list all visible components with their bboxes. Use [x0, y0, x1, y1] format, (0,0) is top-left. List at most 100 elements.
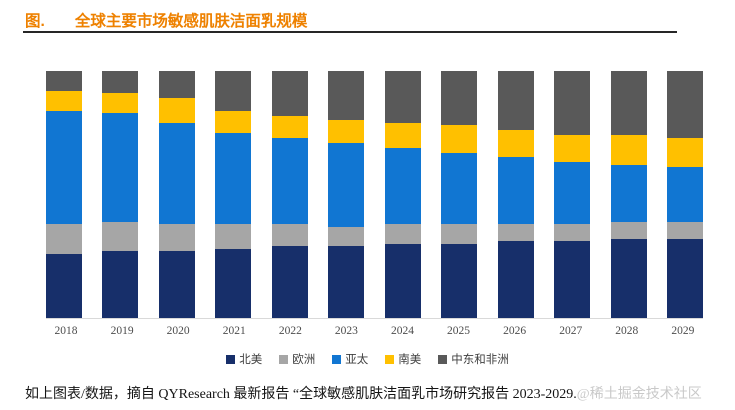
bar-segment — [666, 167, 703, 222]
bar-2026 — [497, 71, 534, 318]
legend-swatch — [226, 354, 236, 364]
bar-segment — [384, 243, 421, 318]
bar-2021 — [215, 71, 252, 318]
bar-2029 — [666, 71, 703, 318]
bar-segment — [215, 132, 252, 225]
bar-segment — [610, 164, 647, 222]
legend-swatch — [332, 354, 342, 364]
bar-2027 — [554, 71, 591, 318]
bar-segment — [102, 221, 139, 252]
bar-segment — [215, 224, 252, 249]
chart-title-row: 图. 全球主要市场敏感肌肤洁面乳规模 — [25, 9, 307, 31]
bar-segment — [328, 142, 365, 227]
bar-segment — [46, 90, 82, 111]
bar-segment — [554, 135, 591, 163]
x-axis-tick-label: 2019 — [110, 325, 134, 337]
bar-segment — [554, 162, 591, 225]
legend-label: 亚太 — [345, 354, 369, 366]
x-axis-tick-label: 2022 — [278, 325, 302, 337]
stacked-bar-plot-area — [46, 70, 703, 319]
x-axis-tick-label: 2026 — [503, 325, 527, 337]
bar-2018 — [46, 71, 82, 318]
legend-swatch — [438, 354, 448, 364]
bar-segment — [102, 251, 139, 318]
bar-2023 — [328, 71, 365, 318]
bar-segment — [158, 224, 195, 252]
bar-segment — [384, 147, 421, 225]
bar-segment — [497, 224, 534, 242]
bar-segment — [441, 243, 478, 318]
x-axis-tick-label: 2023 — [334, 325, 358, 337]
bar-segment — [46, 253, 82, 318]
bar-segment — [497, 157, 534, 225]
legend-swatch — [279, 354, 289, 364]
bar-segment — [554, 71, 591, 136]
bar-segment — [328, 71, 365, 121]
source-text: 如上图表/数据，摘自 QYResearch 最新报告 “全球敏感肌肤洁面乳市场研… — [25, 387, 577, 402]
bar-segment — [328, 246, 365, 318]
bar-segment — [215, 71, 252, 111]
watermark-text: @稀土掘金技术社区 — [576, 387, 702, 402]
page-title: 全球主要市场敏感肌肤洁面乳规模 — [74, 13, 308, 30]
bar-segment — [328, 226, 365, 247]
legend-label: 北美 — [239, 354, 263, 366]
bar-segment — [666, 71, 703, 138]
bar-segment — [271, 224, 308, 247]
bar-segment — [102, 113, 139, 222]
bar-2025 — [441, 71, 478, 318]
bar-segment — [215, 110, 252, 133]
bar-segment — [271, 115, 308, 138]
bar-segment — [158, 71, 195, 99]
legend-item: 亚太 — [332, 351, 368, 367]
bar-segment — [497, 130, 534, 158]
bar-segment — [384, 224, 421, 244]
legend-label: 中东和非洲 — [451, 354, 509, 366]
bar-segment — [610, 221, 647, 239]
legend-item: 中东和非洲 — [438, 351, 509, 367]
bar-segment — [158, 251, 195, 318]
bar-segment — [46, 224, 82, 254]
title-underline — [23, 31, 677, 33]
bar-segment — [158, 98, 195, 123]
bar-segment — [497, 241, 534, 318]
x-axis-tick-label: 2024 — [390, 325, 414, 337]
bar-segment — [384, 71, 421, 123]
legend-item: 欧洲 — [279, 351, 315, 367]
figure-label: 图. — [25, 13, 45, 30]
source-note: 如上图表/数据，摘自 QYResearch 最新报告 “全球敏感肌肤洁面乳市场研… — [25, 383, 735, 403]
bar-segment — [271, 137, 308, 225]
x-axis-labels: 2018 2019 2020 2021 2022 2023 2024 2025 2026 2027… — [46, 325, 703, 337]
bar-segment — [102, 71, 139, 94]
bar-segment — [46, 110, 82, 225]
bar-segment — [554, 224, 591, 242]
bar-segment — [384, 122, 421, 148]
bar-segment — [441, 224, 478, 244]
x-axis-tick-label: 2027 — [559, 325, 583, 337]
bar-2022 — [271, 71, 308, 318]
legend-label: 欧洲 — [292, 354, 316, 366]
bar-segment — [102, 93, 139, 114]
bar-segment — [441, 125, 478, 153]
bar-segment — [271, 71, 308, 116]
bar-segment — [497, 71, 534, 131]
x-axis-tick-label: 2028 — [615, 325, 639, 337]
x-axis-tick-label: 2018 — [54, 325, 78, 337]
x-axis-tick-label: 2025 — [447, 325, 471, 337]
legend-item: 北美 — [226, 351, 262, 367]
bar-segment — [441, 71, 478, 126]
x-axis-tick-label: 2020 — [166, 325, 190, 337]
bar-segment — [666, 221, 703, 239]
chart-legend: 北美 欧洲 亚太 南美 中东和非洲 — [0, 351, 735, 367]
bar-segment — [666, 238, 703, 318]
x-axis-tick-label: 2021 — [222, 325, 246, 337]
bar-segment — [610, 71, 647, 136]
bar-segment — [215, 248, 252, 318]
x-axis-tick-label: 2029 — [671, 325, 695, 337]
bar-segment — [46, 71, 82, 91]
bar-2024 — [384, 71, 421, 318]
legend-item: 南美 — [385, 351, 421, 367]
bar-segment — [666, 137, 703, 168]
legend-swatch — [385, 354, 395, 364]
bar-segment — [610, 135, 647, 165]
